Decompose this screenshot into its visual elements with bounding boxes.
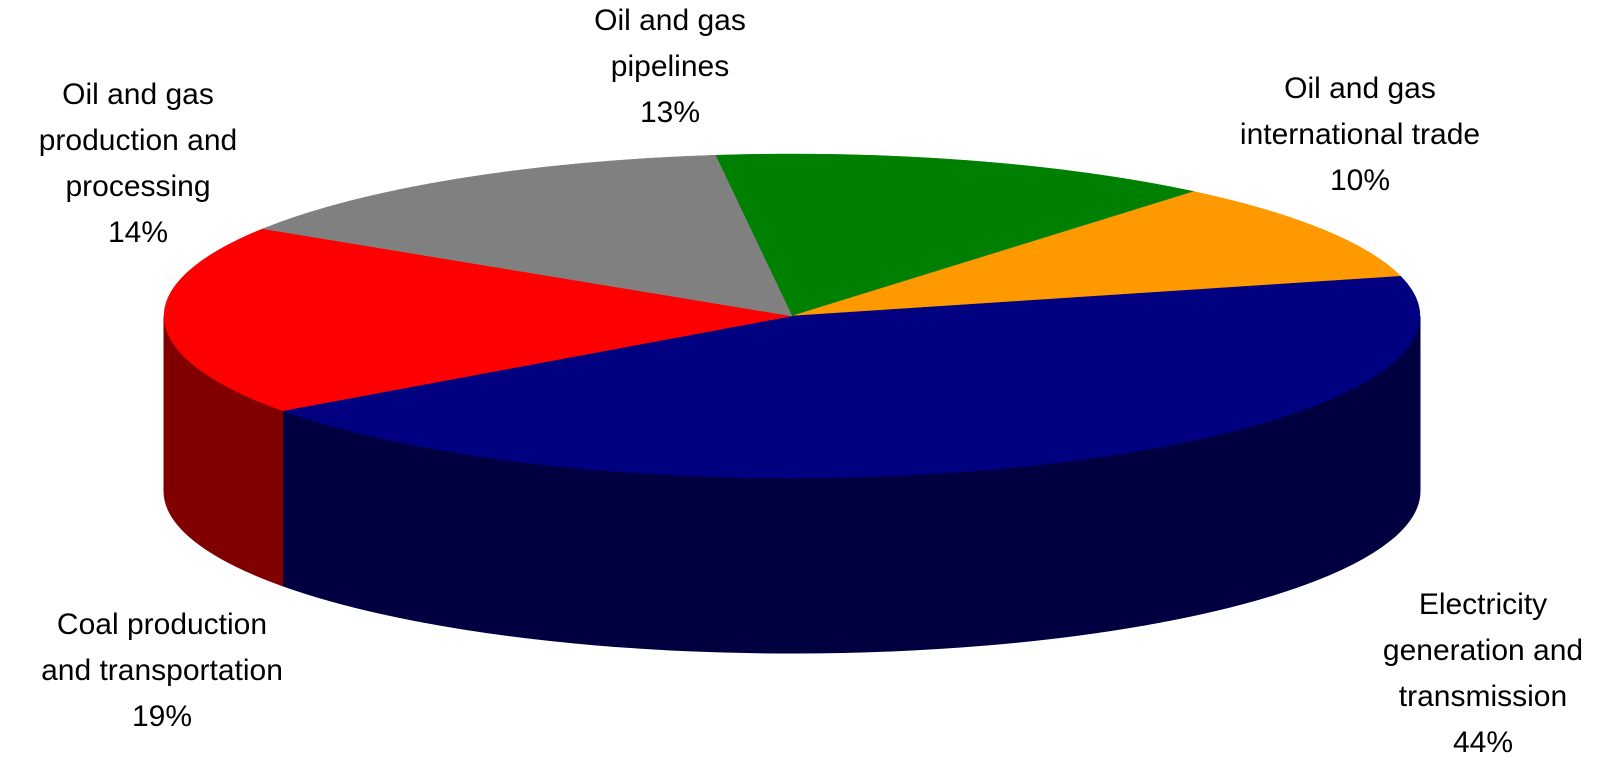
label-oil-gas-international-trade: Oil and gas international trade 10% [1200,66,1520,204]
label-line: processing [65,170,211,203]
label-percent: 14% [107,216,169,249]
label-line: and transportation [41,654,283,687]
label-percent: 44% [1452,726,1514,759]
label-line: Coal production [56,608,268,641]
pie-top-faces [163,153,1421,479]
label-oil-gas-pipelines: Oil and gas pipelines 13% [520,0,820,136]
slice-oil-and-gas-pipelines [715,153,1195,317]
slice-oil-and-gas-international-trade [791,191,1402,317]
label-electricity-generation-transmission: Electricity generation and transmission … [1352,582,1614,766]
label-percent: 10% [1329,164,1391,197]
slice-coal-production-and-transportation [163,228,793,412]
slice-oil-and-gas-production-and-processing [262,154,793,317]
label-line: Oil and gas [1284,72,1436,105]
label-line: Oil and gas [62,78,214,111]
slice-electricity-generation-and-transmission [281,276,1421,479]
label-line: generation and [1382,634,1584,667]
label-line: transmission [1398,680,1568,713]
label-coal-production-transportation: Coal production and transportation 19% [0,602,324,740]
label-line: Electricity [1418,588,1548,621]
label-line: pipelines [610,50,730,83]
label-line: production and [38,124,238,157]
label-percent: 19% [131,700,193,733]
label-line: international trade [1239,118,1481,151]
label-oil-gas-production-processing: Oil and gas production and processing 14… [0,72,276,256]
label-percent: 13% [639,96,701,129]
label-line: Oil and gas [594,4,746,37]
